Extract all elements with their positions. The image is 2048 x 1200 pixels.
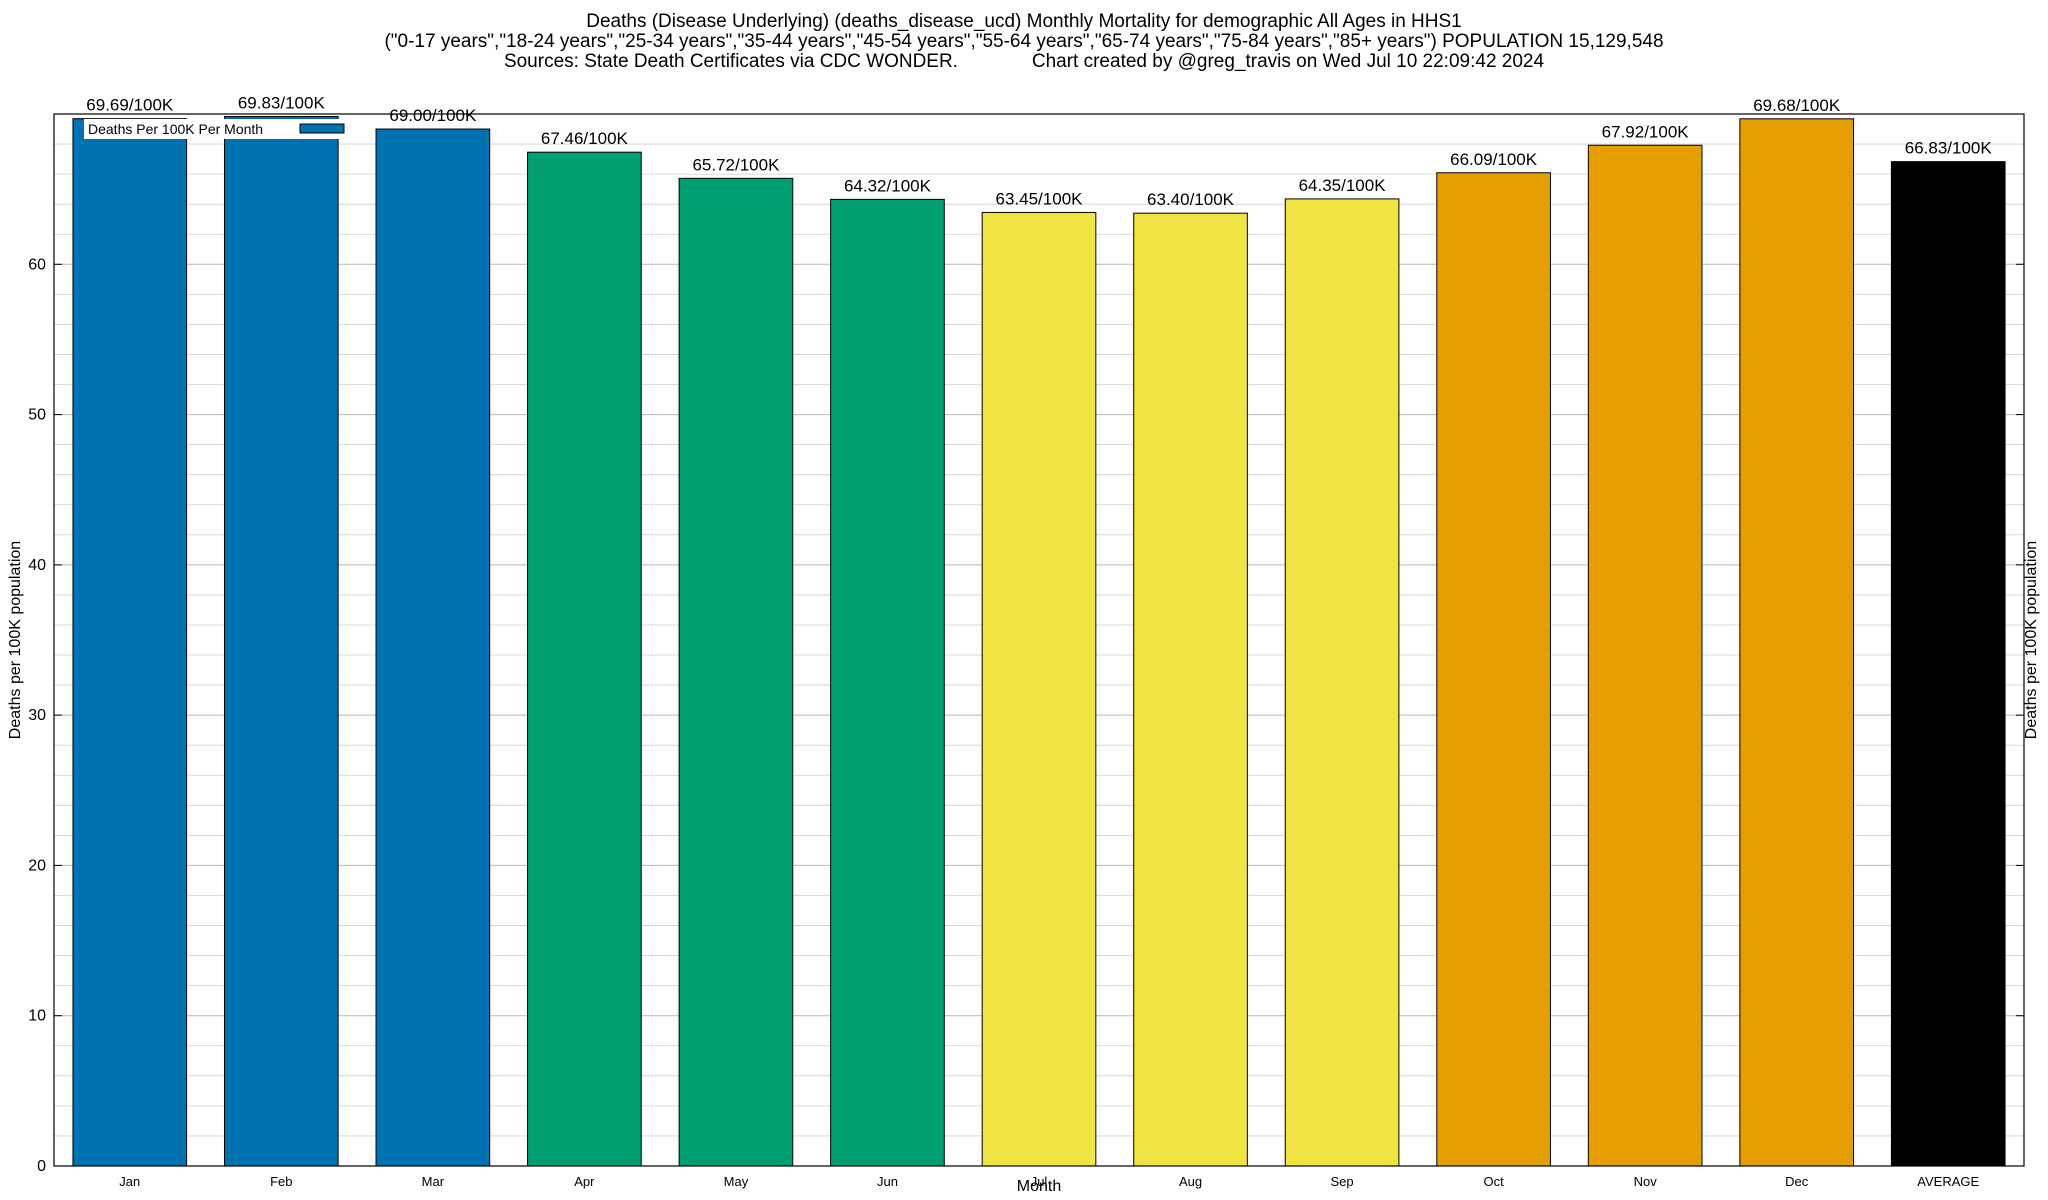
x-tick-label: AVERAGE xyxy=(1917,1174,1979,1189)
x-tick-label: Nov xyxy=(1634,1174,1658,1189)
bar-sep xyxy=(1284,198,1400,1167)
bar-value-label: 64.35/100K xyxy=(1299,176,1387,195)
x-tick-label: Dec xyxy=(1785,1174,1809,1189)
x-tick-label: Jun xyxy=(877,1174,898,1189)
x-axis-title: Month xyxy=(1017,1178,1061,1195)
bars xyxy=(72,116,2006,1167)
bar-mar xyxy=(375,128,491,1167)
y-tick-label: 0 xyxy=(37,1158,46,1175)
title-line-2: ("0-17 years","18-24 years","25-34 years… xyxy=(384,31,1664,52)
bar-jul xyxy=(981,211,1097,1167)
bar-value-label: 65.72/100K xyxy=(692,155,780,174)
bar-aug xyxy=(1133,212,1248,1167)
legend-background xyxy=(84,119,354,139)
chart-title: Deaths (Disease Underlying) (deaths_dise… xyxy=(0,12,2048,72)
bar-value-label: 69.69/100K xyxy=(86,96,174,115)
bar-value-label: 63.45/100K xyxy=(996,189,1084,208)
bar-value-label: 66.83/100K xyxy=(1905,139,1993,158)
x-axis-labels: Jan Feb Mar Apr May Jun Jul Aug Sep Oct Nov Dec AVER… xyxy=(119,1174,1979,1189)
y-tick-label: 60 xyxy=(28,256,46,273)
bar-value-labels: 69.69/100K 69.83/100K 69.00/100K 67.46/100K… xyxy=(86,94,1992,210)
bar-average xyxy=(1890,161,2006,1167)
x-tick-label: Oct xyxy=(1483,1174,1504,1189)
x-tick-label: Feb xyxy=(270,1174,292,1189)
legend-label: Deaths Per 100K Per Month xyxy=(88,121,263,137)
x-tick-label: Aug xyxy=(1179,1174,1202,1189)
title-line-3: Sources: State Death Certificates via CD… xyxy=(503,51,1545,72)
bar-value-label: 69.68/100K xyxy=(1753,96,1841,115)
y-tick-label: 40 xyxy=(28,557,46,574)
x-tick-label: Jan xyxy=(119,1174,140,1189)
x-tick-label: Sep xyxy=(1331,1174,1354,1189)
legend-swatch xyxy=(299,123,345,134)
bar-value-label: 67.46/100K xyxy=(541,129,629,148)
bar-nov xyxy=(1587,144,1703,1167)
y2-axis-title: Deaths per 100K population xyxy=(2023,541,2040,739)
title-line-1: Deaths (Disease Underlying) (deaths_dise… xyxy=(586,11,1462,32)
x-tick-label: Mar xyxy=(422,1174,445,1189)
bar-jan xyxy=(72,118,188,1167)
y-tick-label: 10 xyxy=(28,1008,46,1025)
bar-value-label: 64.32/100K xyxy=(844,176,932,195)
y-tick-label: 50 xyxy=(28,407,46,424)
y-tick-label: 20 xyxy=(28,857,46,874)
bar-may xyxy=(678,177,794,1167)
bar-apr xyxy=(527,151,642,1167)
bar-dec xyxy=(1739,118,1855,1167)
bar-value-label: 69.00/100K xyxy=(389,106,477,125)
bar-oct xyxy=(1436,172,1551,1167)
x-tick-label: Jul xyxy=(1031,1174,1048,1189)
bar-jun xyxy=(830,198,945,1167)
bar-value-label: 67.92/100K xyxy=(1602,122,1690,141)
bar-value-label: 63.40/100K xyxy=(1147,190,1235,209)
y-tick-label: 30 xyxy=(28,707,46,724)
bar-value-label: 66.09/100K xyxy=(1450,150,1538,169)
bar-value-label: 69.83/100K xyxy=(238,94,326,113)
bar-feb xyxy=(223,116,339,1167)
legend: Deaths Per 100K Per Month xyxy=(84,119,354,139)
y-axis-title: Deaths per 100K population xyxy=(7,541,24,739)
y-axis-ticks: 0 10 20 30 40 50 60 xyxy=(28,256,2024,1175)
x-tick-label: May xyxy=(724,1174,749,1189)
x-tick-label: Apr xyxy=(574,1174,595,1189)
plot-frame xyxy=(53,113,2025,1167)
